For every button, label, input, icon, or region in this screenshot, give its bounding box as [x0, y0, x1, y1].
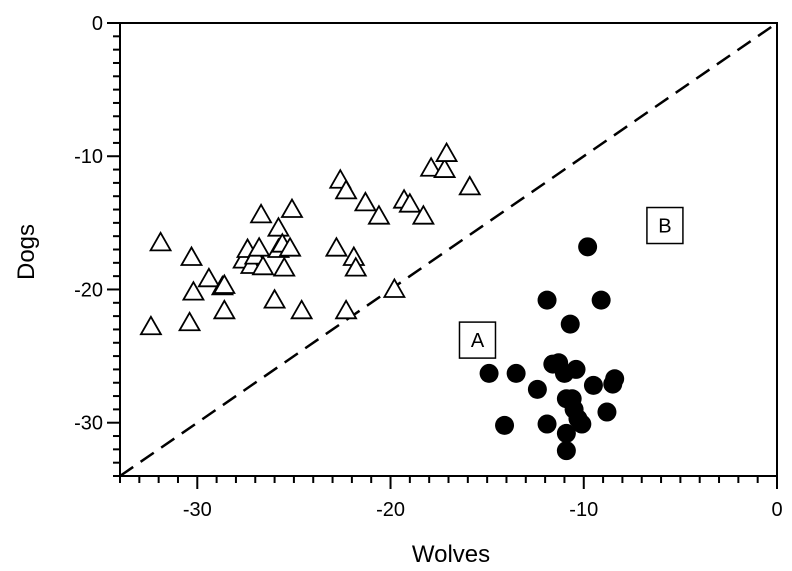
triangle-point	[247, 236, 271, 257]
triangle-point	[178, 310, 202, 332]
triangle-point	[197, 266, 221, 288]
circle-point	[583, 375, 603, 395]
data-points	[139, 141, 625, 461]
region-label: B	[658, 216, 671, 238]
triangle-point	[324, 236, 348, 257]
dashed-reference-line	[119, 21, 778, 478]
triangle-point	[263, 288, 287, 309]
circle-point	[537, 290, 557, 310]
circle-point	[560, 314, 580, 334]
y-tick-label: -30	[74, 413, 103, 435]
triangle-point	[334, 179, 358, 200]
triangle-point	[212, 298, 236, 320]
region-label-box	[646, 206, 684, 245]
circle-point	[556, 423, 576, 443]
x-tick-label: -10	[569, 499, 598, 521]
triangle-point	[280, 197, 304, 218]
triangle-point	[411, 204, 435, 225]
triangle-point	[272, 256, 296, 277]
triangle-point	[249, 203, 273, 224]
triangle-point	[398, 192, 422, 213]
y-tick-label: 0	[92, 13, 103, 35]
region-label: A	[471, 330, 485, 352]
circle-point	[566, 359, 586, 379]
region-label-box	[458, 321, 497, 359]
triangle-point	[290, 298, 314, 320]
triangle-point	[139, 314, 163, 336]
triangle-point	[179, 245, 204, 266]
x-tick-label: -30	[183, 499, 212, 521]
triangle-point	[458, 175, 482, 196]
circle-point	[506, 363, 526, 383]
circle-point	[495, 415, 515, 435]
x-axis-ticks: -30 -20 -10 0	[119, 476, 783, 521]
y-axis-title: Dogs	[13, 224, 40, 280]
triangle-point	[181, 280, 205, 301]
circle-point	[597, 402, 617, 422]
triangle-point	[344, 256, 368, 277]
circle-point	[605, 369, 625, 389]
triangle-point	[212, 273, 236, 294]
triangle-point	[382, 277, 406, 298]
x-tick-label: 0	[771, 499, 782, 521]
triangle-point	[353, 191, 377, 212]
circle-point	[591, 290, 611, 310]
circle-point	[527, 379, 547, 399]
triangle-point	[266, 216, 291, 237]
triangle-point	[334, 298, 358, 320]
circle-point	[479, 363, 499, 383]
circle-point	[556, 441, 576, 461]
y-tick-label: -10	[74, 146, 103, 168]
triangle-point	[419, 156, 443, 177]
circle-point	[537, 414, 557, 434]
region-annotations: AB	[458, 206, 684, 359]
y-tick-label: -20	[74, 279, 103, 301]
triangle-point	[149, 231, 173, 252]
triangle-point	[251, 255, 275, 276]
x-axis-title: Wolves	[412, 541, 490, 568]
x-tick-label: -20	[376, 499, 405, 521]
circle-point	[578, 237, 598, 257]
triangle-point	[367, 204, 391, 225]
triangle-point	[433, 157, 457, 178]
circle-point	[572, 414, 592, 434]
triangle-point	[278, 236, 302, 257]
y-axis-ticks: 0 -10 -20 -30	[74, 13, 120, 477]
triangle-point	[435, 141, 459, 162]
